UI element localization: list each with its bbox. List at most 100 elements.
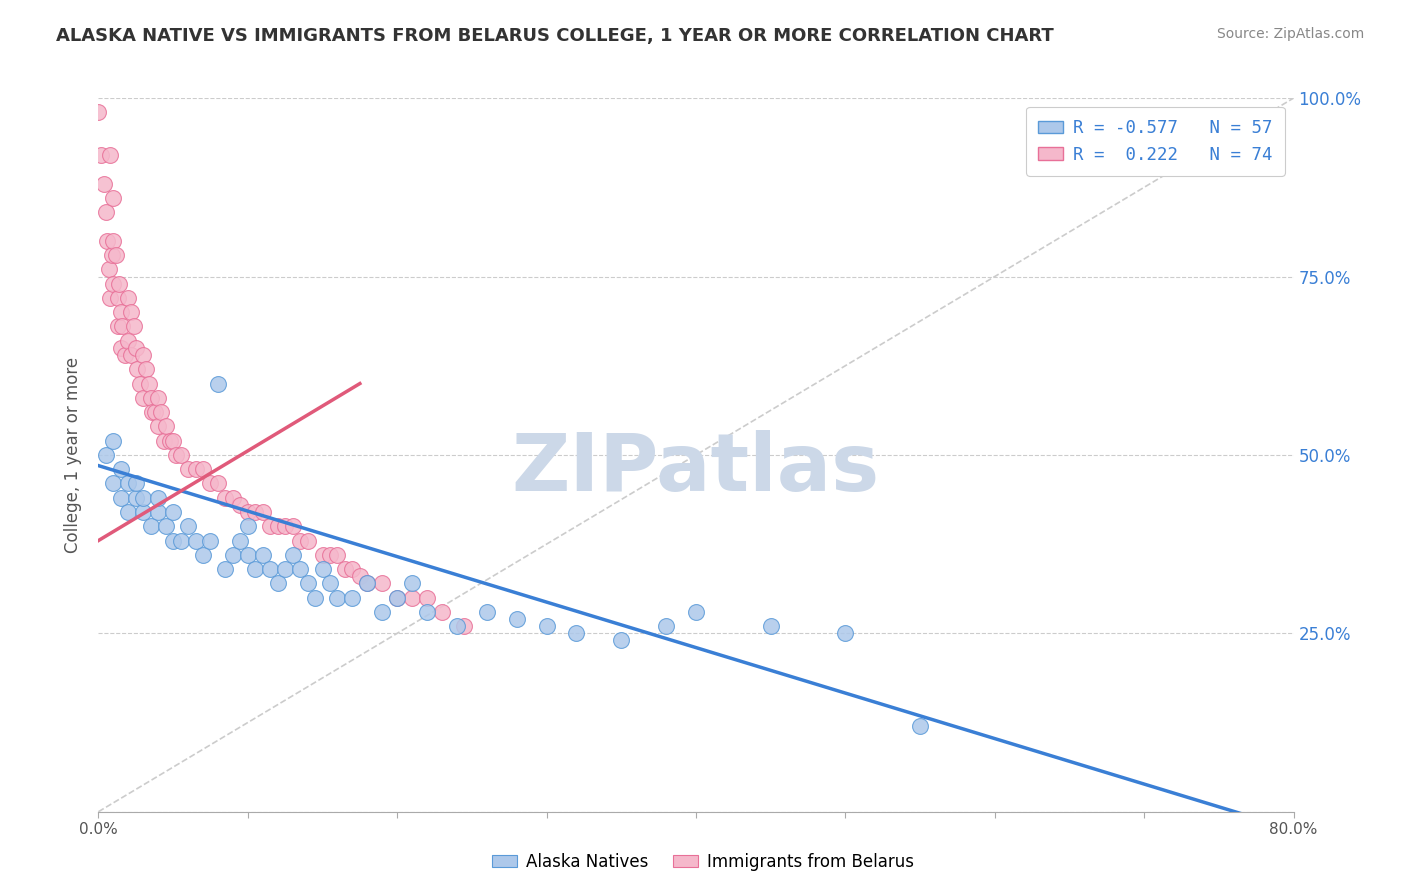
Point <box>401 576 423 591</box>
Point <box>297 576 319 591</box>
Point <box>94 205 117 219</box>
Point <box>416 591 439 605</box>
Point <box>110 305 132 319</box>
Text: Source: ZipAtlas.com: Source: ZipAtlas.com <box>1216 27 1364 41</box>
Point <box>245 562 267 576</box>
Point <box>148 505 170 519</box>
Point <box>319 548 342 562</box>
Point <box>162 434 184 448</box>
Point <box>446 619 468 633</box>
Point <box>117 476 139 491</box>
Point <box>90 148 112 162</box>
Point <box>127 362 149 376</box>
Point <box>191 548 214 562</box>
Point <box>333 562 356 576</box>
Point <box>103 234 125 248</box>
Point <box>103 476 125 491</box>
Point <box>222 548 245 562</box>
Point <box>110 341 132 355</box>
Point <box>236 519 259 533</box>
Point <box>107 319 129 334</box>
Point <box>101 248 124 262</box>
Point <box>129 376 152 391</box>
Point <box>117 334 139 348</box>
Point <box>184 533 207 548</box>
Point <box>184 462 207 476</box>
Legend: Alaska Natives, Immigrants from Belarus: Alaska Natives, Immigrants from Belarus <box>484 845 922 880</box>
Point <box>385 591 409 605</box>
Point <box>371 605 394 619</box>
Point <box>252 548 274 562</box>
Point <box>536 619 558 633</box>
Point <box>252 505 274 519</box>
Legend: R = -0.577   N = 57, R =  0.222   N = 74: R = -0.577 N = 57, R = 0.222 N = 74 <box>1026 107 1285 176</box>
Point <box>834 626 856 640</box>
Point <box>326 548 349 562</box>
Point <box>117 505 139 519</box>
Point <box>281 519 304 533</box>
Point <box>155 419 177 434</box>
Point <box>655 619 678 633</box>
Point <box>120 305 142 319</box>
Point <box>401 591 423 605</box>
Point <box>288 533 311 548</box>
Point <box>110 491 132 505</box>
Point <box>207 476 229 491</box>
Point <box>169 448 191 462</box>
Point <box>177 462 200 476</box>
Point <box>281 548 304 562</box>
Point <box>132 491 155 505</box>
Point <box>132 505 155 519</box>
Y-axis label: College, 1 year or more: College, 1 year or more <box>65 357 83 553</box>
Point <box>139 519 162 533</box>
Point <box>155 519 177 533</box>
Point <box>169 533 191 548</box>
Point <box>200 533 222 548</box>
Point <box>103 277 125 291</box>
Text: ALASKA NATIVE VS IMMIGRANTS FROM BELARUS COLLEGE, 1 YEAR OR MORE CORRELATION CHA: ALASKA NATIVE VS IMMIGRANTS FROM BELARUS… <box>56 27 1054 45</box>
Point <box>453 619 475 633</box>
Point <box>214 562 236 576</box>
Point <box>132 391 155 405</box>
Point <box>236 548 259 562</box>
Point <box>114 348 136 362</box>
Point <box>214 491 236 505</box>
Point <box>565 626 588 640</box>
Point <box>103 434 125 448</box>
Point <box>132 348 155 362</box>
Point <box>267 576 290 591</box>
Point <box>222 491 245 505</box>
Point <box>159 434 181 448</box>
Point <box>506 612 529 626</box>
Point <box>371 576 394 591</box>
Point <box>110 462 132 476</box>
Point <box>229 498 252 512</box>
Point <box>148 391 170 405</box>
Point <box>207 376 229 391</box>
Point <box>150 405 173 419</box>
Point <box>274 562 297 576</box>
Point <box>124 319 146 334</box>
Point <box>267 519 290 533</box>
Point <box>111 319 134 334</box>
Point <box>356 576 378 591</box>
Point <box>229 533 252 548</box>
Point <box>908 719 931 733</box>
Point <box>125 476 148 491</box>
Point <box>148 491 170 505</box>
Point <box>138 376 160 391</box>
Point <box>311 562 333 576</box>
Text: ZIPatlas: ZIPatlas <box>512 430 880 508</box>
Point <box>96 234 118 248</box>
Point <box>108 277 131 291</box>
Point <box>100 148 122 162</box>
Point <box>97 262 120 277</box>
Point <box>94 448 117 462</box>
Point <box>177 519 200 533</box>
Point <box>100 291 122 305</box>
Point <box>125 491 148 505</box>
Point <box>356 576 378 591</box>
Point <box>143 405 166 419</box>
Point <box>162 533 184 548</box>
Point <box>259 562 281 576</box>
